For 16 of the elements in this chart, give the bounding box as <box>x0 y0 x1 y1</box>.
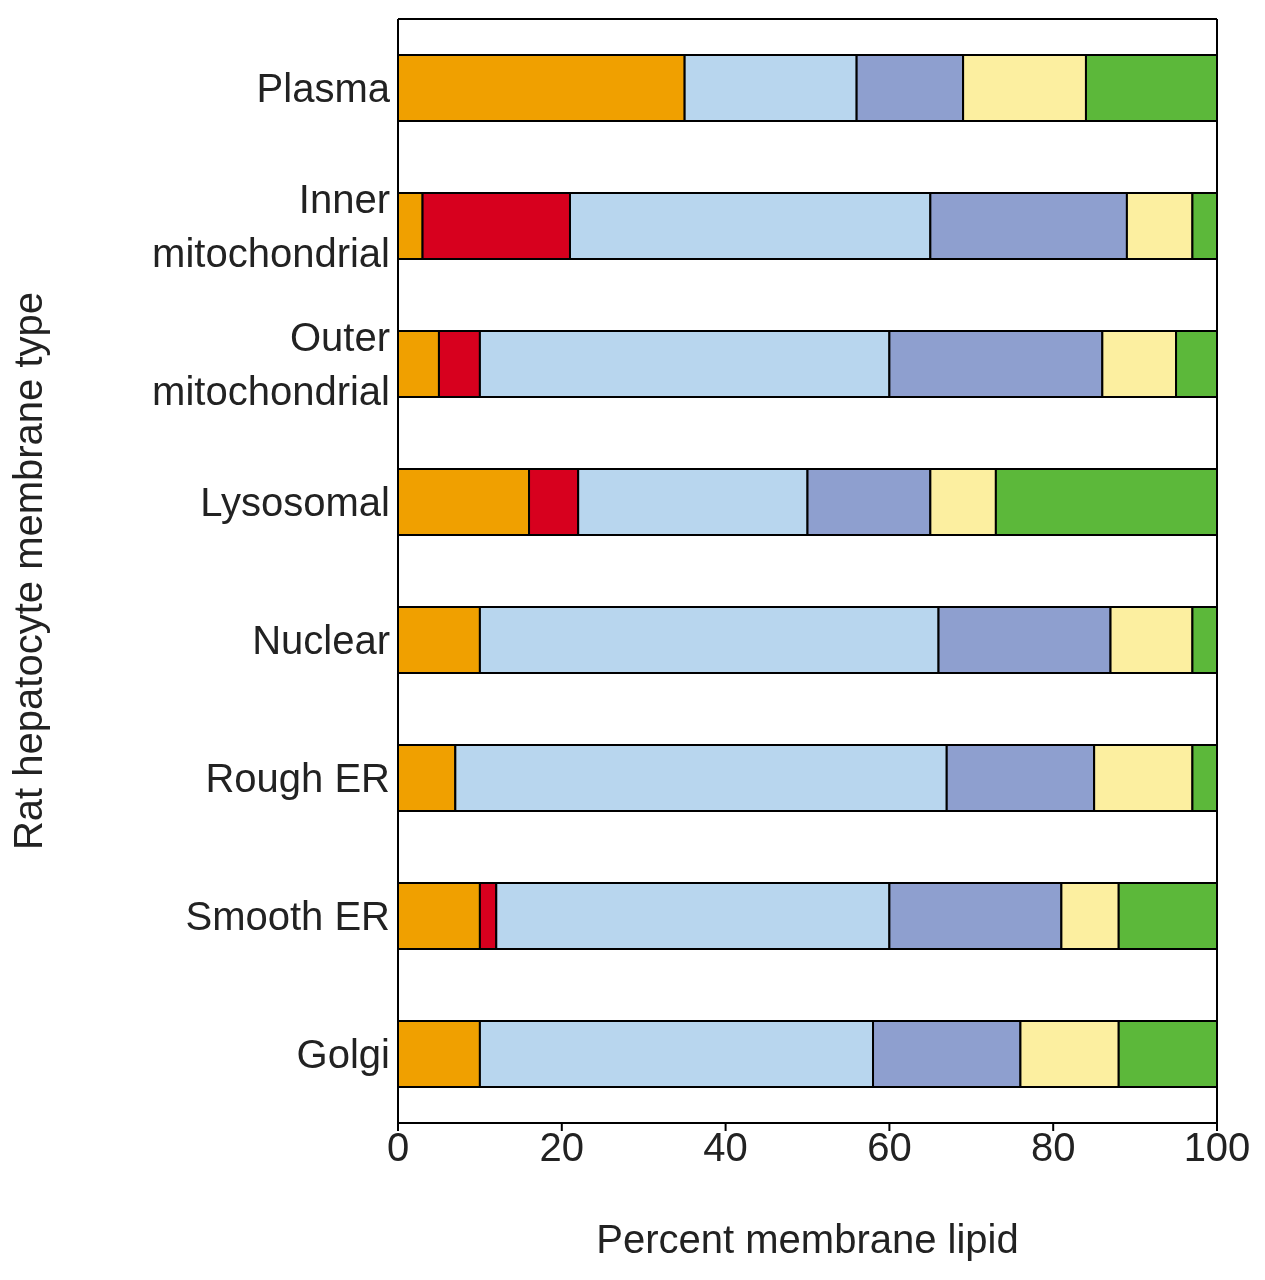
y-tick-label: Rough ER <box>205 756 390 800</box>
x-tick-label: 20 <box>539 1125 585 1170</box>
x-axis-title: Percent membrane lipid <box>596 1217 1019 1261</box>
x-tick-label: 60 <box>867 1125 912 1170</box>
y-tick-label: Plasma <box>256 66 391 110</box>
x-tick-label: 0 <box>386 1125 410 1170</box>
y-tick-label: Outer mitochondrial <box>152 315 390 413</box>
y-tick-label: Golgi <box>296 1032 390 1076</box>
y-tick-label: Smooth ER <box>185 894 390 938</box>
y-tick-label: Nuclear <box>252 618 390 662</box>
y-axis-title: Rat hepatocyte membrane type <box>6 291 51 851</box>
x-tick-label: 80 <box>1030 1125 1076 1170</box>
y-tick-label: Inner mitochondrial <box>152 177 390 275</box>
x-tick-label: 40 <box>703 1125 748 1170</box>
y-tick-label: Lysosomal <box>200 480 390 524</box>
x-tick-label: 100 <box>1183 1125 1251 1170</box>
